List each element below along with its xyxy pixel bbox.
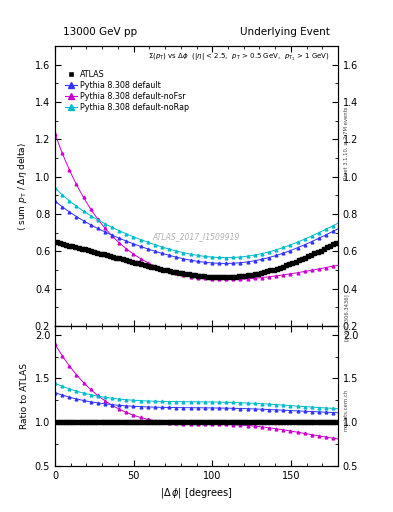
Legend: ATLAS, Pythia 8.308 default, Pythia 8.308 default-noFsr, Pythia 8.308 default-no: ATLAS, Pythia 8.308 default, Pythia 8.30… [62, 67, 193, 115]
X-axis label: $|\Delta\,\phi|$ [degrees]: $|\Delta\,\phi|$ [degrees] [160, 486, 233, 500]
Text: [arXiv:1306.3436]: [arXiv:1306.3436] [344, 293, 349, 342]
Text: 13000 GeV pp: 13000 GeV pp [63, 27, 137, 37]
Text: Underlying Event: Underlying Event [240, 27, 330, 37]
Text: ATLAS_2017_I1509919: ATLAS_2017_I1509919 [153, 232, 240, 241]
Y-axis label: Ratio to ATLAS: Ratio to ATLAS [20, 363, 29, 429]
Text: Rivet 3.1.10, ≥ 2.7M events: Rivet 3.1.10, ≥ 2.7M events [344, 106, 349, 180]
Y-axis label: $\langle$ sum $p_{\rm T}$ / $\Delta\eta$ delta$\rangle$: $\langle$ sum $p_{\rm T}$ / $\Delta\eta$… [16, 141, 29, 230]
Text: $\Sigma(p_{\rm T})$ vs $\Delta\phi$  ($|\eta|$ < 2.5,  $p_{\rm T}$ > 0.5 GeV,  $: $\Sigma(p_{\rm T})$ vs $\Delta\phi$ ($|\… [148, 52, 329, 62]
Text: mcplots.cern.ch: mcplots.cern.ch [344, 389, 349, 431]
